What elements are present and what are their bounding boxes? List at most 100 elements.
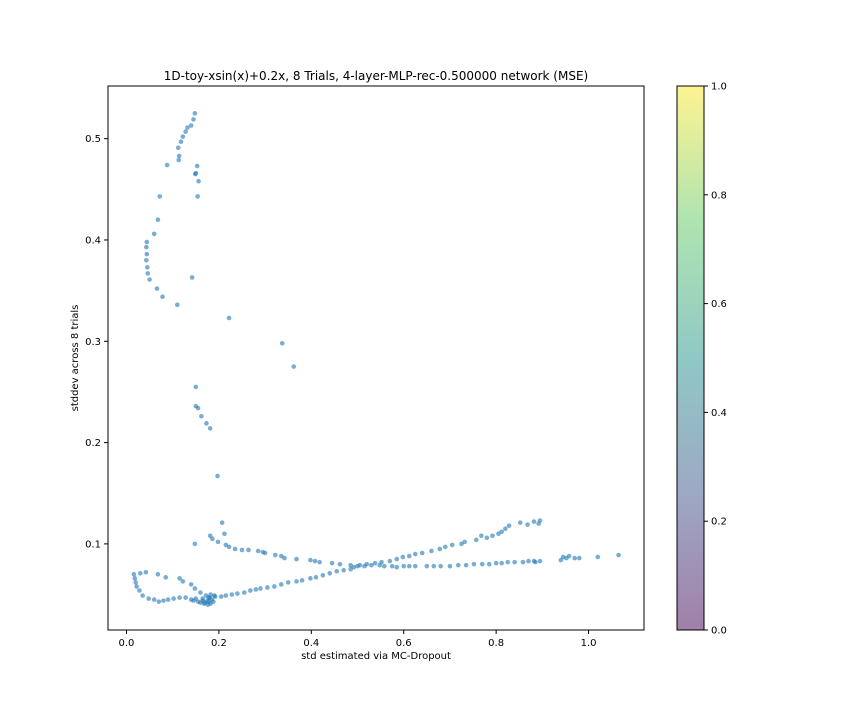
data-point (258, 586, 263, 591)
data-point (437, 546, 443, 552)
data-point (272, 552, 278, 558)
data-point (177, 595, 182, 600)
data-point (180, 134, 186, 139)
data-point (412, 563, 418, 569)
data-point (406, 563, 412, 569)
data-point (131, 571, 137, 577)
data-point (218, 594, 224, 599)
data-point (506, 523, 512, 528)
data-point (226, 544, 232, 550)
data-point (215, 539, 221, 545)
data-point (194, 163, 200, 169)
data-point (337, 561, 343, 567)
colorbar-ticks: 0.0 0.2 0.4 0.6 0.8 1.0 (704, 82, 727, 637)
x-tick-label: 0.0 (119, 638, 135, 649)
colorbar (677, 86, 704, 630)
x-axis-label: std estimated via MC-Dropout (301, 651, 451, 662)
data-point (144, 239, 150, 245)
data-point (533, 559, 538, 565)
data-point (145, 271, 151, 276)
data-point (207, 426, 213, 431)
data-point (279, 341, 285, 346)
data-point (294, 556, 299, 562)
data-point (183, 595, 188, 600)
data-point (195, 599, 201, 604)
data-point (327, 570, 333, 576)
data-point (134, 584, 139, 589)
data-point (140, 593, 145, 598)
data-point (195, 405, 201, 411)
data-point (308, 576, 313, 581)
data-point (313, 575, 319, 580)
data-point (223, 593, 229, 598)
data-point (132, 576, 138, 581)
y-tick-label: 0.2 (85, 438, 101, 449)
data-point (372, 560, 378, 566)
data-point (147, 277, 152, 282)
data-point (308, 557, 313, 563)
data-point (379, 559, 384, 565)
data-point (164, 162, 170, 168)
data-point (616, 552, 621, 558)
data-point (180, 579, 186, 584)
data-point (406, 553, 412, 559)
data-point (195, 194, 200, 199)
data-point (479, 533, 484, 539)
data-point (419, 550, 425, 556)
data-point (512, 559, 517, 565)
data-point (157, 194, 163, 199)
x-tick-label: 0.4 (303, 638, 319, 649)
data-point (229, 592, 235, 597)
data-point (189, 275, 195, 280)
data-point (151, 231, 157, 237)
data-point (357, 562, 363, 568)
data-point (317, 559, 322, 565)
colorbar-tick-label: 0.8 (711, 190, 727, 201)
data-point (192, 111, 198, 116)
x-tick-label: 0.2 (211, 638, 227, 649)
data-point (369, 562, 374, 568)
data-point (499, 560, 504, 566)
data-point (175, 302, 180, 308)
data-point (424, 563, 430, 569)
data-point (447, 563, 453, 569)
data-point (400, 554, 406, 560)
data-point (210, 536, 215, 542)
data-point (208, 592, 213, 597)
data-point (484, 535, 490, 541)
data-point (235, 591, 240, 596)
data-point (299, 578, 305, 583)
data-point (443, 544, 448, 550)
data-point (188, 123, 194, 128)
data-point (262, 550, 268, 556)
data-point (203, 593, 209, 598)
data-point (138, 570, 143, 576)
data-point (517, 520, 523, 525)
data-point (201, 601, 207, 606)
data-point (595, 554, 601, 560)
data-point (294, 579, 299, 584)
data-point (191, 598, 196, 603)
plot-frame (107, 85, 645, 631)
data-point (163, 575, 169, 580)
data-point (144, 257, 149, 263)
chart-title: 1D-toy-xsin(x)+0.2x, 8 Trials, 4-layer-M… (164, 69, 588, 83)
data-point (285, 580, 291, 585)
x-axis-ticks: 0.0 0.2 0.4 0.6 0.8 1.0 (119, 630, 597, 649)
data-point (265, 585, 270, 590)
data-point (171, 596, 176, 601)
data-point (394, 556, 400, 562)
x-tick-label: 0.6 (396, 638, 412, 649)
data-point (242, 590, 247, 595)
data-point (525, 522, 530, 527)
data-point (526, 558, 531, 564)
data-point (455, 562, 461, 568)
x-tick-label: 1.0 (581, 638, 597, 649)
data-point (211, 599, 216, 604)
data-point (364, 561, 370, 567)
scatter-points (131, 111, 621, 607)
data-point (438, 563, 443, 569)
data-point (341, 567, 346, 573)
data-point (232, 546, 238, 552)
